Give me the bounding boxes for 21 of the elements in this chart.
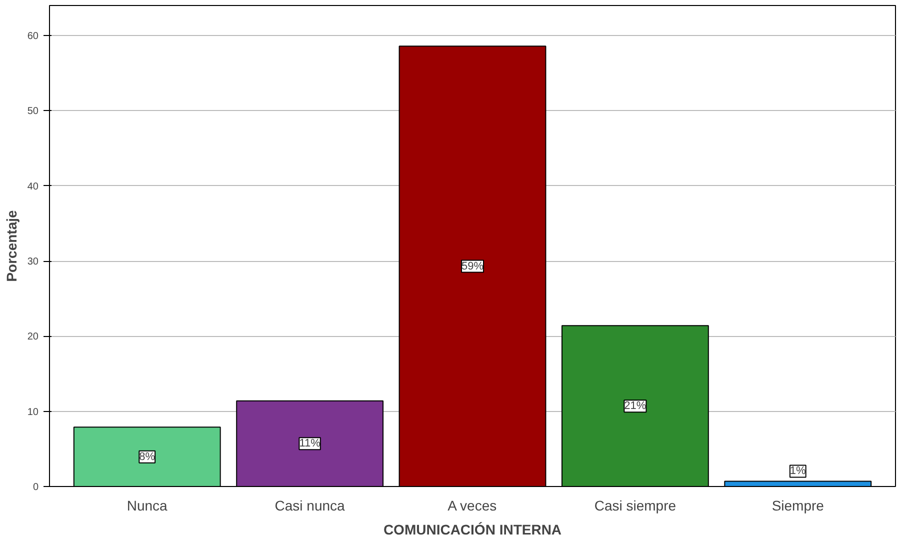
x-tick-label: Siempre [772,498,824,514]
bar [236,400,384,486]
bar [73,426,221,486]
y-tick-label: 0 [32,482,39,493]
x-axis-title: COMUNICACIÓN INTERNA [383,522,562,538]
y-tick-label: 60 [27,31,39,42]
bar [561,325,709,486]
data-label: 11% [299,438,321,450]
x-tick-label: Casi siempre [594,498,676,514]
y-tick-label: 30 [27,256,39,268]
y-tick-label: 40 [27,181,39,192]
y-tick-label: 50 [27,106,39,118]
y-axis-title: Porcentaje [3,210,20,282]
bar [398,46,546,486]
y-tick-label: 20 [27,332,39,343]
bar [724,480,872,486]
data-label: 1% [790,465,806,478]
x-tick-label: Nunca [126,498,168,514]
y-tick-label: 10 [27,406,39,418]
x-tick-label: Casi nunca [274,498,346,514]
x-tick-label: A veces [448,498,497,514]
